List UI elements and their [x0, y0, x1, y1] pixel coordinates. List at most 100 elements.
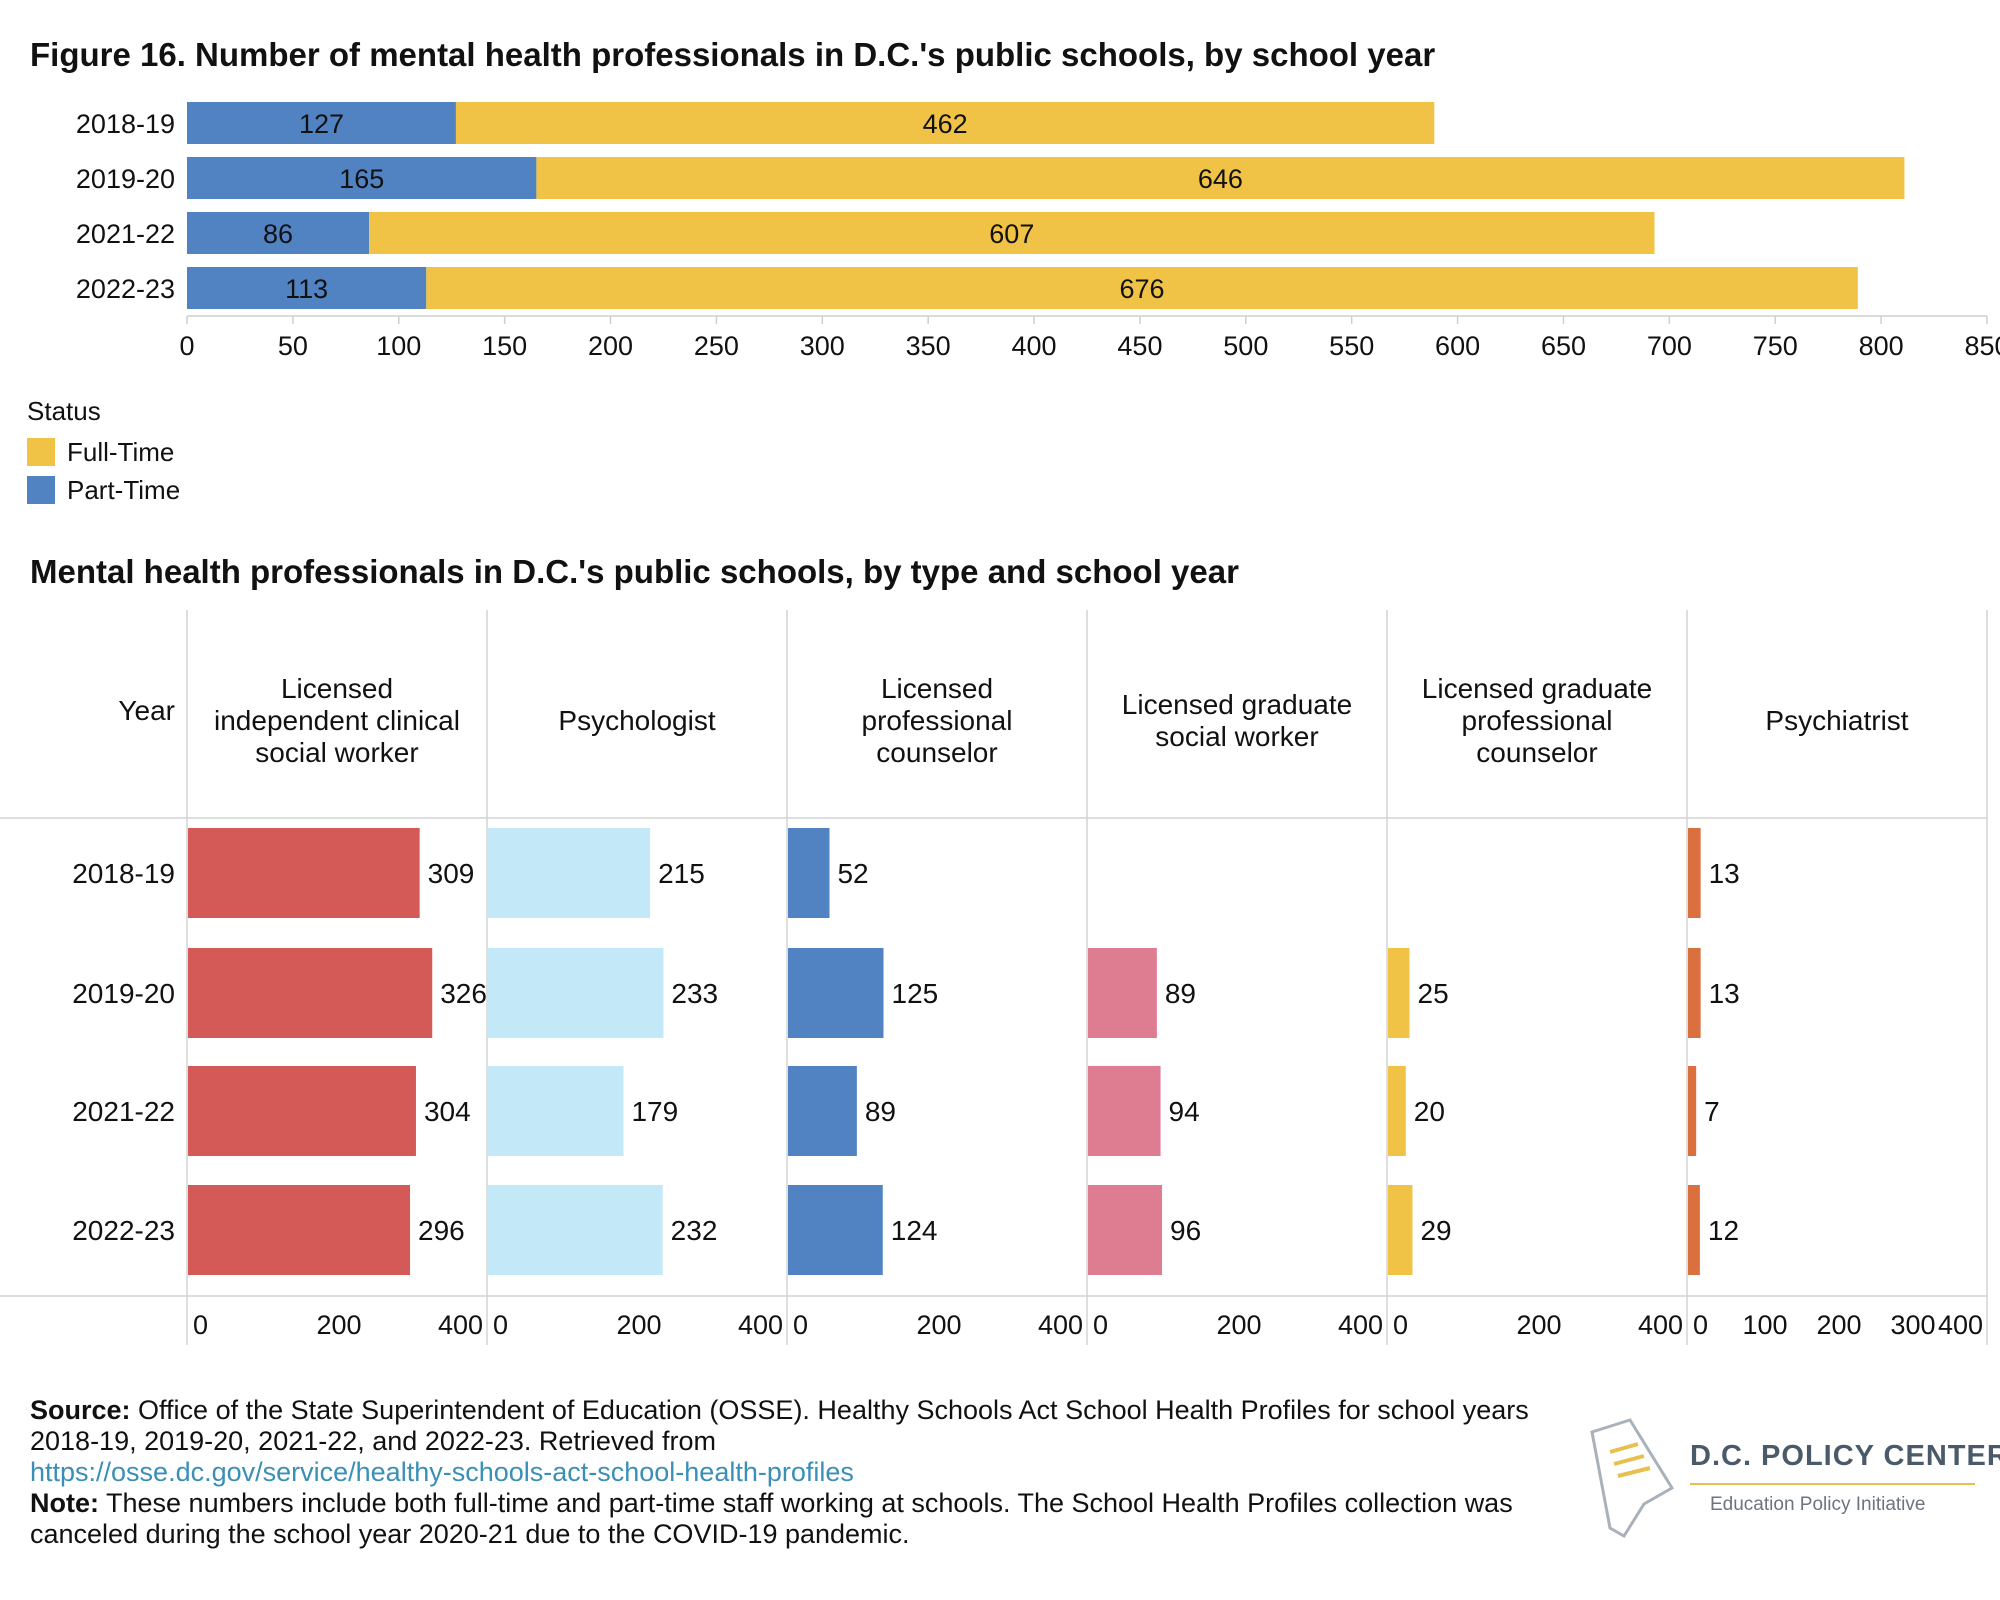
x-tick-label: 200 [916, 1310, 961, 1340]
x-tick-label: 400 [1338, 1310, 1383, 1340]
bar-part-time [187, 157, 537, 199]
y-tick-label: 2022-23 [76, 274, 175, 304]
panel-header-label: Licensed [881, 673, 993, 704]
panel-header-label: social worker [255, 737, 418, 768]
panel-header-label: Psychiatrist [1765, 705, 1908, 736]
bar [1088, 948, 1157, 1038]
bar [1088, 1066, 1161, 1156]
x-tick-label: 400 [1638, 1310, 1683, 1340]
bar [188, 1185, 411, 1275]
footer: Source: Office of the State Superintende… [30, 1395, 1590, 1550]
data-label: 309 [428, 858, 475, 889]
y-tick-label: 2019-20 [72, 978, 175, 1009]
bar [1088, 1185, 1163, 1275]
bar [1388, 1066, 1406, 1156]
data-label: 127 [299, 109, 344, 139]
data-label: 232 [671, 1215, 718, 1246]
legend-title: Status [27, 396, 101, 426]
data-label: 86 [263, 219, 293, 249]
bar [1388, 948, 1410, 1038]
panel-header-label: social worker [1155, 721, 1318, 752]
x-tick-label: 0 [493, 1310, 508, 1340]
bar [788, 1066, 857, 1156]
x-tick-label: 200 [616, 1310, 661, 1340]
data-label: 25 [1418, 978, 1449, 1009]
data-label: 20 [1414, 1096, 1445, 1127]
source-text: Office of the State Superintendent of Ed… [30, 1395, 1529, 1456]
panel-header-label: professional [1462, 705, 1613, 736]
x-tick-label: 200 [588, 331, 633, 361]
x-tick-label: 500 [1223, 331, 1268, 361]
x-tick-label: 400 [1038, 1310, 1083, 1340]
y-tick-label: 2021-22 [76, 219, 175, 249]
note-label: Note: [30, 1488, 99, 1518]
y-tick-label: 2019-20 [76, 164, 175, 194]
data-label: 462 [923, 109, 968, 139]
x-tick-label: 400 [1012, 331, 1057, 361]
bar [1688, 1066, 1697, 1156]
legend-label-full-time: Full-Time [67, 436, 175, 467]
x-tick-label: 0 [1393, 1310, 1408, 1340]
bar-part-time [187, 212, 370, 254]
legend: Status Full-Time Part-Time [27, 396, 180, 509]
data-label: 165 [339, 164, 384, 194]
panel-header-label: professional [862, 705, 1013, 736]
data-label: 96 [1170, 1215, 1201, 1246]
data-label: 7 [1704, 1096, 1720, 1127]
x-tick-label: 650 [1541, 331, 1586, 361]
bar-part-time [187, 267, 427, 309]
small-multiples-bar-chart: Year 2018-19 2019-20 2021-22 2022-23 Licensed… [0, 610, 1988, 1345]
x-tick-label: 100 [376, 331, 421, 361]
x-tick-label: 800 [1859, 331, 1904, 361]
x-tick-label: 750 [1753, 331, 1798, 361]
bar [1688, 828, 1701, 918]
x-tick-label: 0 [1093, 1310, 1108, 1340]
bar [1388, 1185, 1413, 1275]
x-tick-label: 400 [1938, 1310, 1983, 1340]
year-header: Year [118, 695, 175, 726]
source-link[interactable]: https://osse.dc.gov/service/healthy-scho… [30, 1457, 854, 1487]
legend-item-part-time: Part-Time [27, 471, 180, 509]
data-label: 12 [1708, 1215, 1739, 1246]
source-label: Source: [30, 1395, 131, 1425]
y-tick-label: 2022-23 [72, 1215, 175, 1246]
figure1-title: Figure 16. Number of mental health profe… [30, 36, 1436, 73]
x-tick-label: 150 [482, 331, 527, 361]
source-note: Source: Office of the State Superintende… [30, 1395, 1590, 1457]
legend-label-part-time: Part-Time [67, 474, 181, 505]
panel-header-label: Psychologist [558, 705, 715, 736]
bar [188, 948, 433, 1038]
x-tick-label: 0 [1693, 1310, 1708, 1340]
x-tick-label: 250 [694, 331, 739, 361]
bar [488, 948, 664, 1038]
panel-header-label: Licensed graduate [1422, 673, 1652, 704]
x-tick-label: 0 [193, 1310, 208, 1340]
data-label: 89 [865, 1096, 896, 1127]
x-tick-label: 50 [278, 331, 308, 361]
stacked-bar-chart: 2018-19 127 462 2019-20 165 646 2021-22 86 607 20… [76, 102, 2000, 361]
panel-header-label: counselor [876, 737, 997, 768]
x-tick-label: 300 [1890, 1310, 1935, 1340]
note: Note: These numbers include both full-ti… [30, 1488, 1590, 1550]
x-tick-label: 400 [738, 1310, 783, 1340]
bar [788, 948, 884, 1038]
bar [188, 1066, 416, 1156]
x-tick-label: 200 [1516, 1310, 1561, 1340]
data-label: 304 [424, 1096, 471, 1127]
data-label: 29 [1420, 1215, 1451, 1246]
data-label: 676 [1120, 274, 1165, 304]
data-label: 113 [285, 274, 328, 304]
bar-full-time [426, 267, 1858, 309]
bar [788, 828, 830, 918]
y-tick-label: 2021-22 [72, 1096, 175, 1127]
bar-full-time [536, 157, 1905, 199]
bar-full-time [369, 212, 1655, 254]
data-label: 296 [418, 1215, 465, 1246]
bar-part-time [187, 102, 456, 144]
x-tick-label: 200 [316, 1310, 361, 1340]
bar [1688, 1185, 1700, 1275]
logo-mark-icon [1590, 1418, 1675, 1539]
data-label: 125 [892, 978, 939, 1009]
data-label: 233 [671, 978, 718, 1009]
data-label: 94 [1169, 1096, 1200, 1127]
